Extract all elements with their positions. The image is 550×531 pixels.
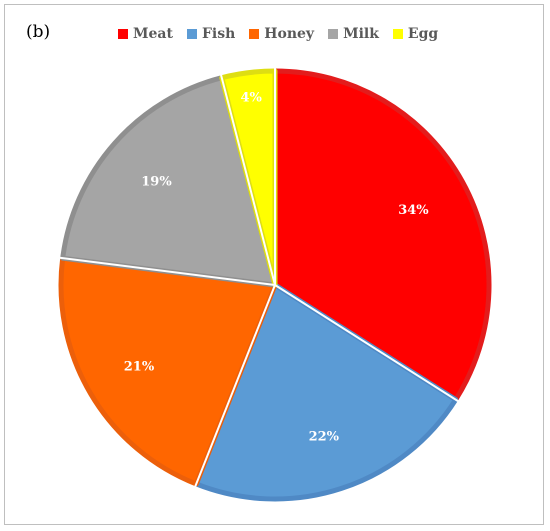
legend-swatch-fish	[186, 29, 197, 39]
data-label-milk: 19%	[141, 175, 172, 190]
pie-slice-honey	[58, 255, 278, 487]
legend-label-meat: Meat	[133, 26, 173, 42]
legend-label-milk: Milk	[343, 26, 379, 42]
slice-separator	[194, 284, 276, 488]
data-label-fish: 22%	[309, 429, 340, 444]
chart-legend: Meat Fish Honey Milk Egg	[118, 24, 438, 44]
legend-swatch-honey	[249, 29, 260, 39]
slice-separator	[59, 256, 276, 286]
legend-item-fish: Fish	[186, 26, 236, 42]
legend-label-egg: Egg	[407, 26, 439, 42]
legend-swatch-milk	[328, 29, 339, 39]
panel-label: (b)	[26, 22, 51, 42]
legend-label-honey: Honey	[264, 26, 315, 42]
legend-item-egg: Egg	[392, 26, 439, 42]
data-label-egg: 4%	[240, 91, 262, 106]
slice-separator	[274, 284, 459, 403]
legend-label-fish: Fish	[201, 26, 236, 42]
data-label-meat: 34%	[398, 203, 429, 218]
legend-item-milk: Milk	[328, 26, 379, 42]
legend-swatch-meat	[118, 29, 128, 39]
pie-slice-fish	[193, 282, 459, 502]
legend-item-honey: Honey	[249, 26, 314, 42]
pie-slice-milk	[60, 75, 278, 288]
legend-item-meat: Meat	[118, 26, 173, 42]
data-label-honey: 21%	[124, 359, 155, 374]
legend-swatch-egg	[392, 29, 403, 39]
slice-separator	[220, 74, 276, 286]
